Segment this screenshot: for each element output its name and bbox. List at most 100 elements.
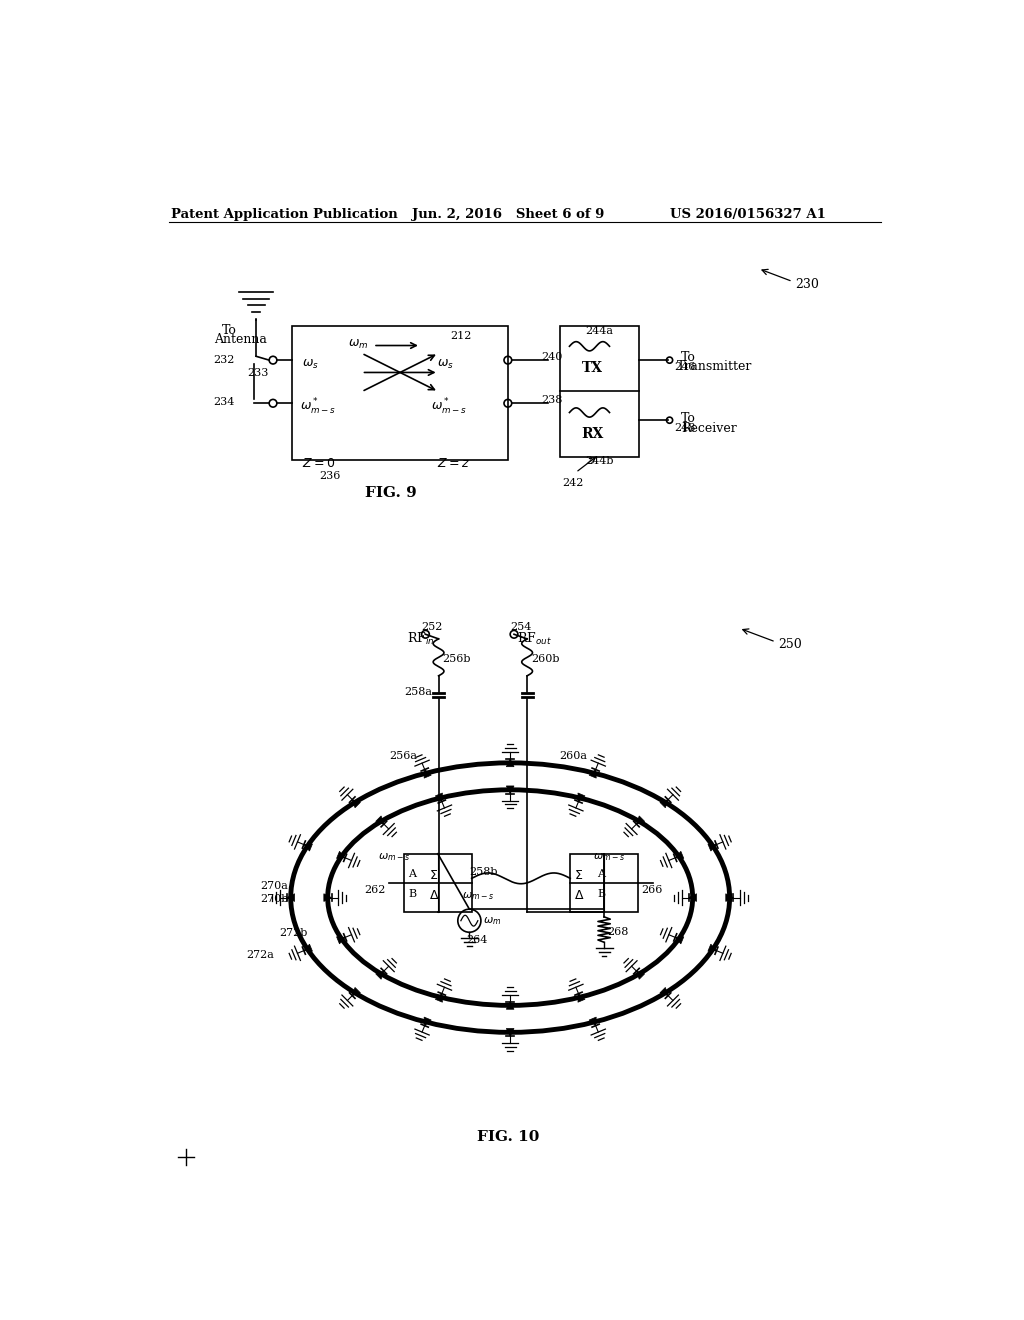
Polygon shape xyxy=(726,894,733,902)
Polygon shape xyxy=(424,770,431,777)
Text: 250: 250 xyxy=(778,638,802,651)
Text: $\Delta$: $\Delta$ xyxy=(574,890,585,902)
Polygon shape xyxy=(337,937,345,944)
Polygon shape xyxy=(675,851,684,858)
Polygon shape xyxy=(287,894,295,902)
Text: Receiver: Receiver xyxy=(681,422,737,434)
Text: 258a: 258a xyxy=(403,688,432,697)
Text: B: B xyxy=(597,890,605,899)
Polygon shape xyxy=(435,994,442,1002)
Text: 260b: 260b xyxy=(531,653,559,664)
Text: 260a: 260a xyxy=(559,751,588,762)
Text: A: A xyxy=(409,869,417,879)
Text: To: To xyxy=(221,323,237,337)
Text: $\Sigma$: $\Sigma$ xyxy=(429,869,438,882)
Text: US 2016/0156327 A1: US 2016/0156327 A1 xyxy=(670,209,825,222)
Polygon shape xyxy=(352,800,360,808)
Polygon shape xyxy=(689,894,696,902)
Text: 230: 230 xyxy=(795,277,819,290)
Text: RF$_{in}$: RF$_{in}$ xyxy=(407,631,434,647)
Polygon shape xyxy=(659,987,668,995)
Polygon shape xyxy=(708,843,717,851)
Text: $\omega^*_{m-s}$: $\omega^*_{m-s}$ xyxy=(300,397,336,417)
Text: 238: 238 xyxy=(542,395,563,405)
Polygon shape xyxy=(637,972,645,979)
Text: B: B xyxy=(409,890,417,899)
Text: 252: 252 xyxy=(422,622,443,632)
Polygon shape xyxy=(352,987,360,995)
Bar xyxy=(560,326,639,457)
Text: $\Sigma$: $\Sigma$ xyxy=(574,869,584,882)
Text: $\Delta$: $\Delta$ xyxy=(429,890,439,902)
Text: Patent Application Publication: Patent Application Publication xyxy=(171,209,397,222)
Polygon shape xyxy=(659,800,668,808)
Text: $\omega_s$: $\omega_s$ xyxy=(301,358,318,371)
Polygon shape xyxy=(324,894,332,902)
Text: 244b: 244b xyxy=(585,455,613,466)
Text: 258b: 258b xyxy=(469,867,498,876)
Polygon shape xyxy=(506,1028,514,1036)
Text: 240: 240 xyxy=(542,352,563,363)
Text: 266: 266 xyxy=(641,884,663,895)
Text: Antenna: Antenna xyxy=(214,333,266,346)
Polygon shape xyxy=(578,994,585,1002)
Text: 264: 264 xyxy=(466,935,487,945)
Text: 256b: 256b xyxy=(442,653,471,664)
Polygon shape xyxy=(424,1018,431,1026)
Polygon shape xyxy=(506,759,514,767)
Text: FIG. 10: FIG. 10 xyxy=(477,1130,539,1144)
Text: $\omega_{m-s}$: $\omega_{m-s}$ xyxy=(593,851,625,863)
Text: Transmitter: Transmitter xyxy=(677,360,753,374)
Polygon shape xyxy=(376,972,384,979)
Text: 270b: 270b xyxy=(260,894,289,904)
Polygon shape xyxy=(708,944,717,952)
Text: 212: 212 xyxy=(451,331,471,341)
Polygon shape xyxy=(637,816,645,824)
Polygon shape xyxy=(376,816,384,824)
Text: 246: 246 xyxy=(674,363,695,372)
Text: $\omega_{m-s}$: $\omega_{m-s}$ xyxy=(462,890,494,902)
Text: 233: 233 xyxy=(248,368,269,378)
Text: A: A xyxy=(597,869,605,879)
Polygon shape xyxy=(304,944,312,952)
Text: 256a: 256a xyxy=(389,751,418,762)
Text: 270a: 270a xyxy=(260,880,288,891)
Text: $\omega^*_{m-s}$: $\omega^*_{m-s}$ xyxy=(431,397,467,417)
Text: FIG. 9: FIG. 9 xyxy=(365,486,417,500)
Text: 236: 236 xyxy=(319,471,341,480)
Text: 272a: 272a xyxy=(246,950,274,960)
Text: $\omega_m$: $\omega_m$ xyxy=(483,915,502,927)
Text: 244a: 244a xyxy=(585,326,612,337)
Bar xyxy=(570,854,638,912)
Text: $Z=0$: $Z=0$ xyxy=(301,457,335,470)
Polygon shape xyxy=(506,1002,514,1010)
Text: Jun. 2, 2016   Sheet 6 of 9: Jun. 2, 2016 Sheet 6 of 9 xyxy=(412,209,604,222)
Bar xyxy=(403,854,472,912)
Polygon shape xyxy=(506,785,514,793)
Text: 272b: 272b xyxy=(280,928,307,939)
Text: TX: TX xyxy=(582,360,603,375)
Text: 248: 248 xyxy=(674,424,695,433)
Polygon shape xyxy=(304,843,312,851)
Polygon shape xyxy=(589,1018,596,1026)
Text: 232: 232 xyxy=(214,355,236,364)
Text: $Z=z$: $Z=z$ xyxy=(437,457,470,470)
Polygon shape xyxy=(675,937,684,944)
Text: 242: 242 xyxy=(562,478,583,488)
Text: 234: 234 xyxy=(214,397,236,407)
Polygon shape xyxy=(435,793,442,801)
Text: $\omega_s$: $\omega_s$ xyxy=(437,358,454,371)
Text: To: To xyxy=(681,351,696,364)
Text: RX: RX xyxy=(582,428,604,441)
Text: 262: 262 xyxy=(364,884,385,895)
Polygon shape xyxy=(578,793,585,801)
Text: To: To xyxy=(681,412,696,425)
Text: 254: 254 xyxy=(510,622,531,632)
Bar xyxy=(292,326,508,461)
Polygon shape xyxy=(337,851,345,858)
Text: RF$_{out}$: RF$_{out}$ xyxy=(517,631,552,647)
Polygon shape xyxy=(589,770,596,777)
Text: $\omega_{m-s}$: $\omega_{m-s}$ xyxy=(379,851,411,863)
Text: $\omega_m$: $\omega_m$ xyxy=(348,338,368,351)
Text: 268: 268 xyxy=(607,927,629,937)
